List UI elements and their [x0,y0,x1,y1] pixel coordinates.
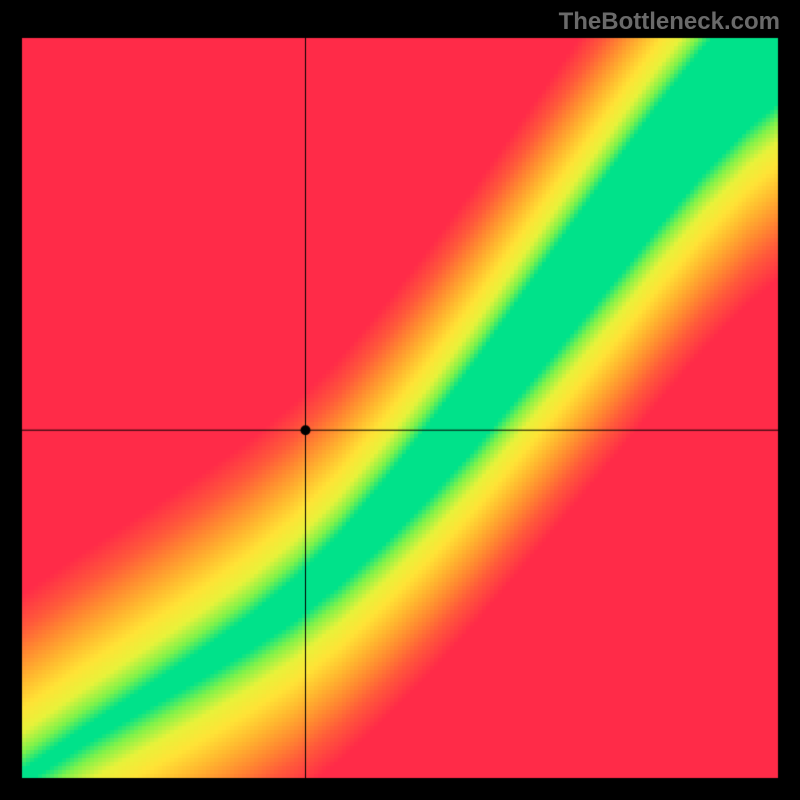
chart-container: TheBottleneck.com [0,0,800,800]
bottleneck-heatmap [0,0,800,800]
watermark-text: TheBottleneck.com [559,8,780,36]
